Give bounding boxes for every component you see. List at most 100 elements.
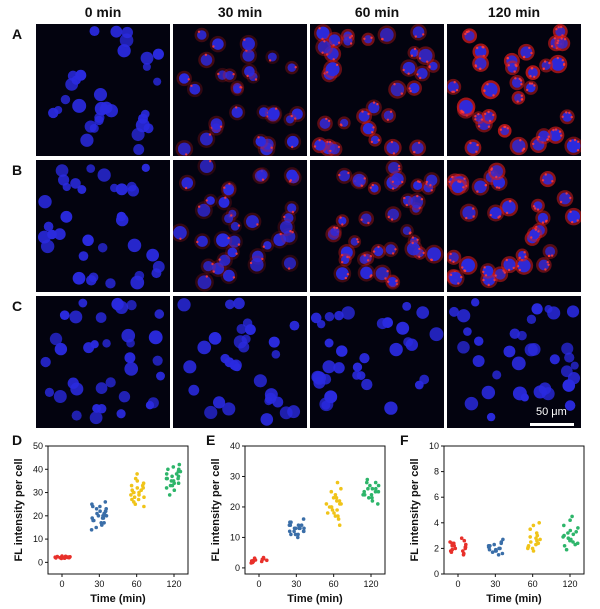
stain-dot [287,267,291,270]
data-point [576,526,580,530]
data-point [90,502,94,506]
stain-dot [204,53,208,56]
stain-dot [532,142,535,146]
stain-dot [489,213,492,217]
data-point [301,517,306,521]
cell-nucleus [223,184,234,196]
cell-nucleus [352,362,363,372]
cell-nucleus [474,180,487,194]
stain-dot [516,100,519,103]
cell-nucleus [199,132,213,146]
data-point [501,537,505,542]
data-point [536,541,541,546]
scatter-plot-f: 0 2 4 6 8 10 0 30 60 120 Time (min) FL intensity pe… [409,441,585,605]
stain-dot [514,77,517,80]
data-point [498,546,502,551]
cell-nucleus [449,272,463,285]
cell-nucleus [222,402,236,416]
stain-dot [528,82,532,85]
cell-nucleus [173,226,187,240]
cell-nucleus [89,411,103,425]
stain-dot [341,223,344,226]
stain-dot [390,140,394,144]
data-point [129,493,133,497]
stain-dot [484,183,487,187]
cell-nucleus [225,70,235,80]
stain-dot [228,182,231,186]
data-point [368,483,372,488]
stain-dot [321,37,324,41]
stain-dot [327,119,331,123]
cell-nucleus [389,342,403,357]
data-point [365,480,369,485]
data-point [337,523,342,527]
cell-nucleus [544,305,553,314]
data-point [499,541,503,546]
stain-dot [190,84,193,87]
cell-nucleus [385,244,396,255]
stain-dot [184,186,188,190]
stain-dot [507,268,511,272]
stain-dot [391,187,395,190]
cell-nucleus [340,246,353,259]
data-point [142,495,146,499]
cell-nucleus [556,37,568,49]
cell-nucleus [231,106,243,118]
cell-nucleus [396,321,410,335]
cell-nucleus [359,254,369,264]
cell-nucleus [40,356,51,368]
stain-dot [541,179,545,182]
cell-nucleus [70,178,81,189]
stain-dot [407,72,410,75]
cell-nucleus [333,362,345,374]
y-tick-label: 0 [38,557,43,567]
data-point [96,514,101,518]
stain-dot [465,216,468,220]
stain-dot [420,198,424,201]
data-point [571,540,575,544]
cell-nucleus [314,139,326,151]
cell-nucleus [127,184,140,197]
stain-dot [392,152,396,155]
stain-dot [325,53,329,56]
stain-dot [367,221,370,225]
data-point [92,518,96,523]
data-point [55,554,60,559]
data-point [370,486,375,491]
stain-dot [469,141,472,145]
cell-nucleus [121,328,136,343]
cell-nucleus [96,404,107,414]
cell-nucleus [373,246,384,257]
stain-dot [524,255,527,258]
cell-nucleus [560,365,573,378]
cell-nucleus [238,341,250,353]
stain-dot [323,72,326,75]
x-tick-label: 30 [490,579,500,589]
scale-bar [530,423,574,426]
x-tick-label: 0 [59,579,64,589]
data-point [165,476,169,481]
cell-nucleus [545,246,556,257]
cell-nucleus [72,271,86,285]
stain-dot [205,275,208,278]
cell-nucleus [78,251,89,261]
stain-dot [486,83,489,86]
micrograph-a-2 [310,24,444,156]
data-point [492,542,496,547]
stain-dot [361,110,364,113]
micrograph-c-3 [447,296,581,428]
stain-dot [497,216,500,219]
data-point [167,493,172,497]
cell-nucleus [197,340,212,355]
cell-nucleus [449,306,459,317]
column-label-60min: 60 min [354,4,400,20]
stain-dot [543,60,547,63]
data-point [287,523,292,527]
data-point [142,504,146,509]
cell-nucleus [153,77,162,86]
stain-dot [349,42,353,45]
stain-dot [294,66,297,69]
cell-nucleus [188,384,200,396]
data-point [166,467,170,472]
stain-dot [402,68,405,72]
